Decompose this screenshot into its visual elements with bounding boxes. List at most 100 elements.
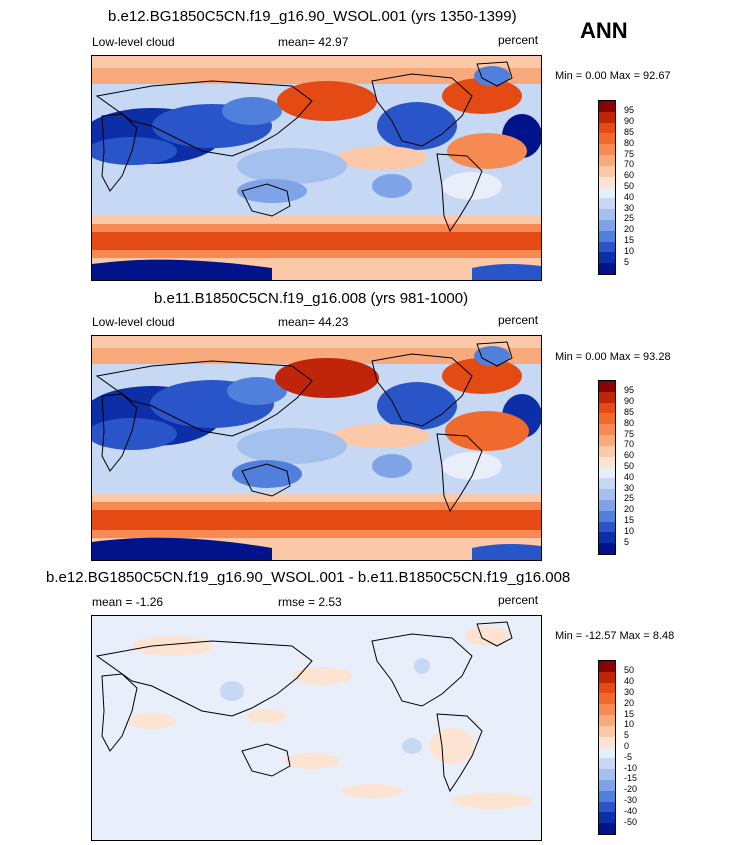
colorbar-tick-label: 25 [624, 493, 635, 504]
panel3-colorbar [598, 660, 616, 835]
colorbar-tick-label: 10 [624, 719, 635, 730]
colorbar-tick-label: 90 [624, 116, 635, 127]
panel3-map [91, 615, 542, 841]
colorbar-tick-label: 50 [624, 461, 635, 471]
colorbar-tick-label: 5 [624, 256, 630, 267]
panel2-title: b.e11.B1850C5CN.f19_g16.008 (yrs 981-100… [154, 290, 469, 307]
colorbar-swatch [599, 381, 615, 392]
colorbar-swatch [599, 812, 615, 824]
colorbar-tick-label: 85 [624, 126, 635, 137]
colorbar-swatch [599, 198, 615, 210]
colorbar-swatch [599, 165, 615, 177]
colorbar-swatch [599, 478, 615, 490]
colorbar-tick-label: 10 [624, 525, 635, 536]
colorbar-tick-label: 50 [624, 665, 635, 676]
colorbar-swatch [599, 704, 615, 716]
colorbar-swatch [599, 241, 615, 253]
colorbar-swatch [599, 693, 615, 705]
colorbar-swatch [599, 779, 615, 791]
colorbar-tick-label: -15 [624, 773, 638, 784]
colorbar-tick-label: 20 [624, 224, 635, 235]
panel1-minmax-label: Min = 0.00 Max = 92.67 [555, 70, 671, 82]
panel2-variable-label: Low-level cloud [92, 315, 175, 329]
colorbar-swatch [599, 133, 615, 145]
colorbar-swatch [599, 671, 615, 683]
panel2-map-field [92, 336, 541, 560]
panel3-units-label: percent [498, 593, 539, 607]
colorbar-swatch [599, 543, 615, 554]
panel3-minmax-label: Min = -12.57 Max = 8.48 [555, 630, 675, 642]
colorbar-swatch [599, 424, 615, 436]
colorbar-tick-label: 10 [624, 245, 635, 256]
colorbar-swatch [599, 521, 615, 533]
colorbar-swatch [599, 467, 615, 479]
colorbar-tick-label: 75 [624, 428, 635, 439]
colorbar-swatch [599, 682, 615, 694]
colorbar-swatch [599, 155, 615, 166]
colorbar-tick-label: -10 [624, 762, 638, 773]
colorbar-tick-label: -50 [624, 816, 638, 827]
colorbar-tick-label: 70 [624, 439, 635, 450]
panel1-title: b.e12.BG1850C5CN.f19_g16.90_WSOL.001 (yr… [108, 8, 517, 25]
panel1-map [91, 55, 542, 281]
colorbar-swatch [599, 456, 615, 468]
colorbar-tick-label: 95 [624, 385, 635, 396]
panel1-variable-label: Low-level cloud [92, 35, 175, 49]
panel2-mean-label: mean= 44.23 [278, 315, 349, 329]
colorbar-tick-label: 15 [624, 708, 635, 719]
colorbar-swatch [599, 747, 615, 759]
panel1-colorbar [598, 100, 616, 275]
colorbar-swatch [599, 715, 615, 726]
colorbar-swatch [599, 489, 615, 500]
colorbar-tick-label: 75 [624, 148, 635, 159]
panel3-title: b.e12.BG1850C5CN.f19_g16.90_WSOL.001 - b… [46, 569, 571, 586]
colorbar-tick-label: 60 [624, 170, 635, 181]
colorbar-swatch [599, 769, 615, 780]
panel3-mean-label: mean = -1.26 [92, 595, 164, 609]
colorbar-swatch [599, 101, 615, 112]
colorbar-swatch [599, 725, 615, 737]
colorbar-tick-label: 80 [624, 137, 635, 148]
colorbar-tick-label: -30 [624, 795, 638, 806]
panel2-units-label: percent [498, 313, 539, 327]
colorbar-tick-label: 40 [624, 191, 635, 202]
colorbar-swatch [599, 736, 615, 748]
colorbar-swatch [599, 176, 615, 188]
panel3-map-field [92, 616, 541, 840]
panel1-coastlines [95, 61, 513, 233]
colorbar-tick-label: -40 [624, 805, 638, 816]
colorbar-swatch [599, 144, 615, 156]
colorbar-tick-label: 15 [624, 515, 635, 526]
colorbar-swatch [599, 823, 615, 834]
colorbar-tick-label: 30 [624, 482, 635, 493]
colorbar-swatch [599, 209, 615, 220]
colorbar-tick-label: 85 [624, 406, 635, 417]
colorbar-swatch [599, 499, 615, 511]
colorbar-swatch [599, 758, 615, 770]
colorbar-tick-label: 50 [624, 181, 635, 191]
colorbar-swatch [599, 790, 615, 802]
colorbar-tick-label: 30 [624, 686, 635, 697]
colorbar-tick-label: 60 [624, 450, 635, 461]
colorbar-tick-label: 30 [624, 202, 635, 213]
colorbar-swatch [599, 435, 615, 446]
colorbar-tick-label: 0 [624, 741, 630, 751]
colorbar-tick-label: 95 [624, 105, 635, 116]
panel3-coastlines [95, 621, 513, 793]
colorbar-tick-label: 40 [624, 471, 635, 482]
colorbar-swatch [599, 402, 615, 414]
colorbar-swatch [599, 252, 615, 264]
colorbar-swatch [599, 413, 615, 425]
colorbar-tick-label: 5 [624, 730, 630, 741]
colorbar-swatch [599, 532, 615, 544]
colorbar-tick-label: 5 [624, 536, 630, 547]
colorbar-swatch [599, 187, 615, 199]
panel1-mean-label: mean= 42.97 [278, 35, 349, 49]
panel2-colorbar [598, 380, 616, 555]
panel2-minmax-label: Min = 0.00 Max = 93.28 [555, 351, 671, 363]
colorbar-tick-label: 25 [624, 213, 635, 224]
panel2-coastlines [95, 341, 513, 513]
colorbar-tick-label: -5 [624, 751, 633, 762]
colorbar-swatch [599, 111, 615, 123]
colorbar-tick-label: 20 [624, 504, 635, 515]
